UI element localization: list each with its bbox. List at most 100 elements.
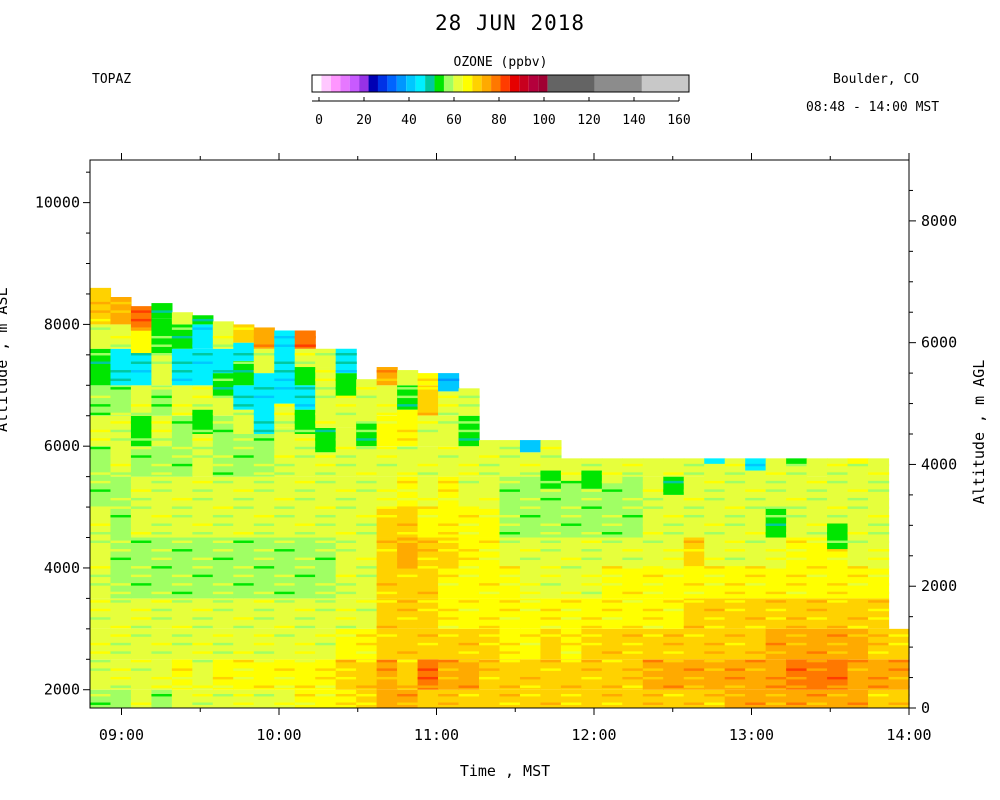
heatmap-striation [479,455,501,458]
heatmap-striation [233,642,255,646]
heatmap-striation [765,591,787,595]
heatmap-striation [888,685,910,688]
heatmap-striation [519,566,542,569]
heatmap-striation [868,617,890,620]
heatmap-striation [110,497,132,501]
heatmap-striation [356,642,378,646]
heatmap-striation [540,446,562,450]
heatmap-striation [642,668,664,671]
heatmap-cell [315,452,337,477]
heatmap-cell [171,689,193,708]
heatmap-striation [499,532,521,535]
heatmap-cell [683,567,705,599]
heatmap-striation [274,335,296,339]
heatmap-striation [356,421,378,424]
heatmap-striation [192,659,214,663]
heatmap-cell [888,628,910,660]
heatmap-cell [212,321,234,331]
colorbar-bin-4 [349,75,360,92]
heatmap-striation [335,685,357,688]
heatmap-striation [704,634,726,637]
heatmap-striation [581,608,603,612]
heatmap-cell [622,537,644,568]
heatmap-cell [499,628,521,660]
heatmap-striation [806,668,828,671]
heatmap-striation [376,446,398,450]
heatmap-striation [438,591,460,595]
heatmap-striation [335,395,357,399]
heatmap-striation [130,549,153,552]
heatmap-striation [192,557,214,561]
heatmap-striation [745,574,767,578]
heatmap-striation [806,557,828,561]
heatmap-striation [540,659,562,663]
heatmap-striation [274,344,296,347]
heatmap-cell [745,470,767,538]
heatmap-striation [253,625,275,629]
heatmap-striation [376,651,398,654]
heatmap-cell [786,567,808,599]
heatmap-striation [376,532,398,535]
heatmap-striation [192,344,214,347]
heatmap-striation [253,489,275,492]
heatmap-striation [438,421,460,424]
heatmap-striation [110,600,132,603]
heatmap-striation [601,506,623,509]
heatmap-striation [90,634,112,637]
heatmap-striation [499,625,521,629]
heatmap-striation [622,506,644,509]
heatmap-striation [642,506,664,509]
heatmap-striation [560,634,582,637]
heatmap-striation [356,583,378,586]
heatmap-striation [724,625,746,629]
heatmap-cell [642,537,664,568]
heatmap-cell [704,537,726,568]
heatmap-striation [397,668,419,671]
heatmap-striation [519,668,542,671]
heatmap-striation [110,532,132,535]
heatmap-striation [479,557,501,561]
heatmap-striation [519,651,542,654]
heatmap-striation [724,702,746,705]
heatmap-cell [868,628,890,660]
heatmap-striation [438,566,460,569]
heatmap-striation [151,429,173,433]
heatmap-striation [806,549,828,552]
heatmap-striation [294,634,316,637]
heatmap-cell [868,458,890,538]
heatmap-striation [151,693,173,697]
heatmap-striation [888,651,910,654]
heatmap-striation [622,472,644,475]
heatmap-striation [438,642,460,646]
heatmap-striation [724,651,746,654]
heatmap-striation [274,651,296,654]
heatmap-striation [253,344,275,347]
heatmap-striation [397,404,419,407]
heatmap-striation [417,472,439,475]
heatmap-striation [192,583,214,586]
heatmap-striation [642,591,664,595]
heatmap-cell [438,507,460,538]
heatmap-striation [212,506,234,509]
heatmap-striation [151,463,173,467]
heatmap-striation [827,583,849,586]
heatmap-striation [294,540,316,543]
heatmap-striation [151,617,173,620]
heatmap-striation [540,583,562,586]
heatmap-striation [212,455,234,458]
heatmap-striation [212,591,234,595]
heatmap-cell [192,659,214,690]
heatmap-cell [827,689,849,708]
heatmap-striation [724,676,746,680]
heatmap-cell [888,689,910,708]
heatmap-cell [601,567,623,599]
colorbar-bin-15 [453,75,463,92]
colorbar-bin-21 [509,75,520,92]
heatmap-cell [171,348,193,386]
heatmap-striation [417,676,439,680]
heatmap-cell [642,689,664,708]
heatmap-striation [294,404,316,407]
heatmap-striation [704,472,726,475]
heatmap-striation [171,327,193,330]
heatmap-striation [765,540,787,543]
